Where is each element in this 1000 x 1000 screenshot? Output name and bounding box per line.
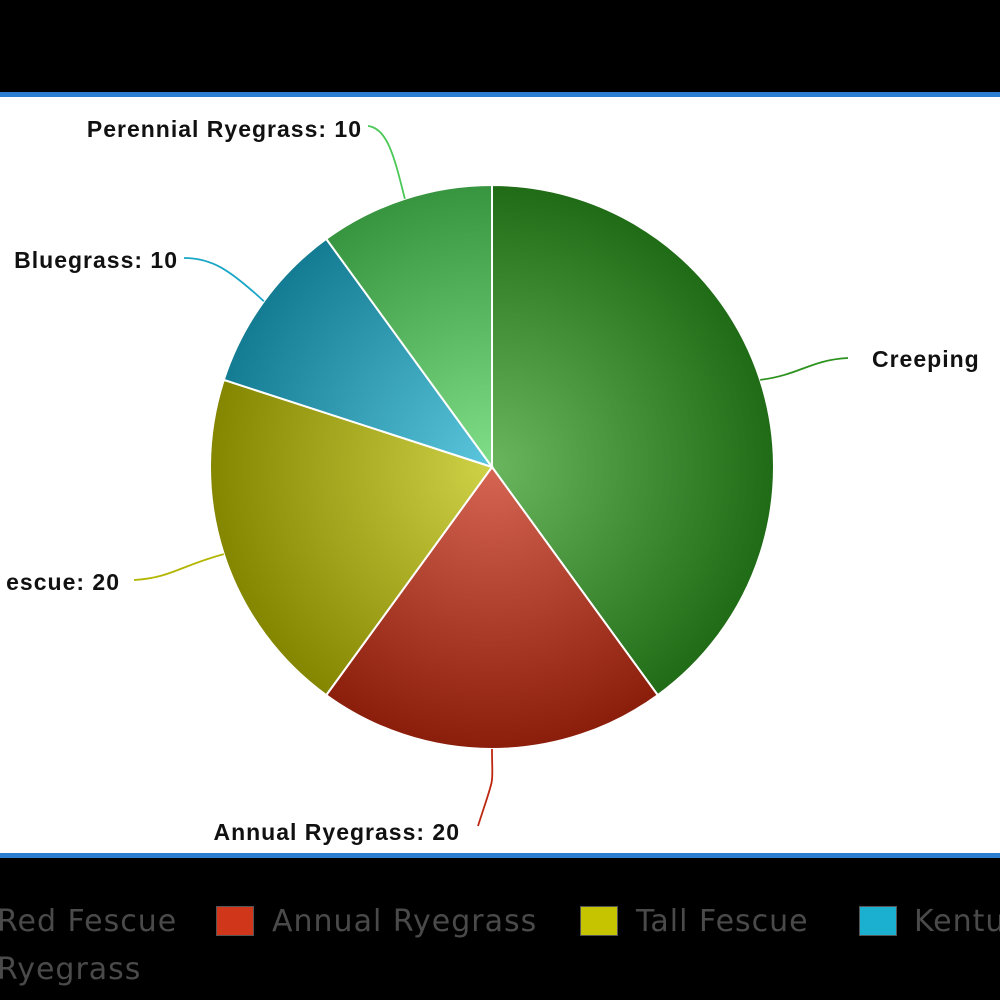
legend-item-kentucky-bluegrass[interactable]: Kentu <box>914 904 1000 939</box>
slice-label: Bluegrass: 10 <box>14 247 178 273</box>
slice-label: Annual Ryegrass: 20 <box>213 819 460 845</box>
legend-item-annual-ryegrass[interactable]: Annual Ryegrass <box>272 904 537 939</box>
pie-slice-kentucky-bluegrass[interactable] <box>222 237 495 469</box>
leader-line <box>183 257 265 302</box>
leader-line <box>367 125 406 200</box>
pie-slice-perennial-ryegrass[interactable] <box>324 183 493 471</box>
slice-label: escue: 20 <box>6 569 120 595</box>
leader-line <box>760 357 849 381</box>
legend-item-red-fescue[interactable]: Red Fescue <box>0 904 177 939</box>
legend-swatch-annual-ryegrass <box>216 906 254 936</box>
leader-line <box>477 748 494 827</box>
pie-slice-annual-ryegrass[interactable] <box>324 465 660 750</box>
slice-label: Perennial Ryegrass: 10 <box>87 116 362 142</box>
legend-label: Annual Ryegrass <box>272 904 538 939</box>
legend-label: Tall Fescue <box>636 904 809 939</box>
legend-label: Red Fescue <box>0 904 178 939</box>
legend-label: Kentu <box>914 904 1000 939</box>
slice-label: Creeping <box>872 346 980 372</box>
legend-swatch-kentucky-bluegrass <box>859 906 897 936</box>
legend: Red Fescue Annual Ryegrass Tall Fescue K… <box>0 858 1000 1000</box>
legend-item-perennial-ryegrass[interactable]: Ryegrass <box>0 952 141 987</box>
pie-chart: Creeping Annual Ryegrass: 20 escue: 20 Blue… <box>6 116 980 845</box>
legend-label: Ryegrass <box>0 952 142 987</box>
leader-line <box>133 553 225 581</box>
legend-swatch-tall-fescue <box>580 906 618 936</box>
chart-panel: Creeping Annual Ryegrass: 20 escue: 20 Blue… <box>0 92 1000 858</box>
pie-slice-creeping-red-fescue[interactable] <box>491 183 775 697</box>
legend-item-tall-fescue[interactable]: Tall Fescue <box>636 904 809 939</box>
